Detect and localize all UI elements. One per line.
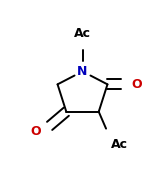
Text: Ac: Ac (111, 138, 128, 151)
Text: O: O (31, 125, 41, 138)
Text: O: O (131, 78, 142, 91)
Text: N: N (77, 65, 88, 78)
Text: Ac: Ac (74, 27, 91, 40)
